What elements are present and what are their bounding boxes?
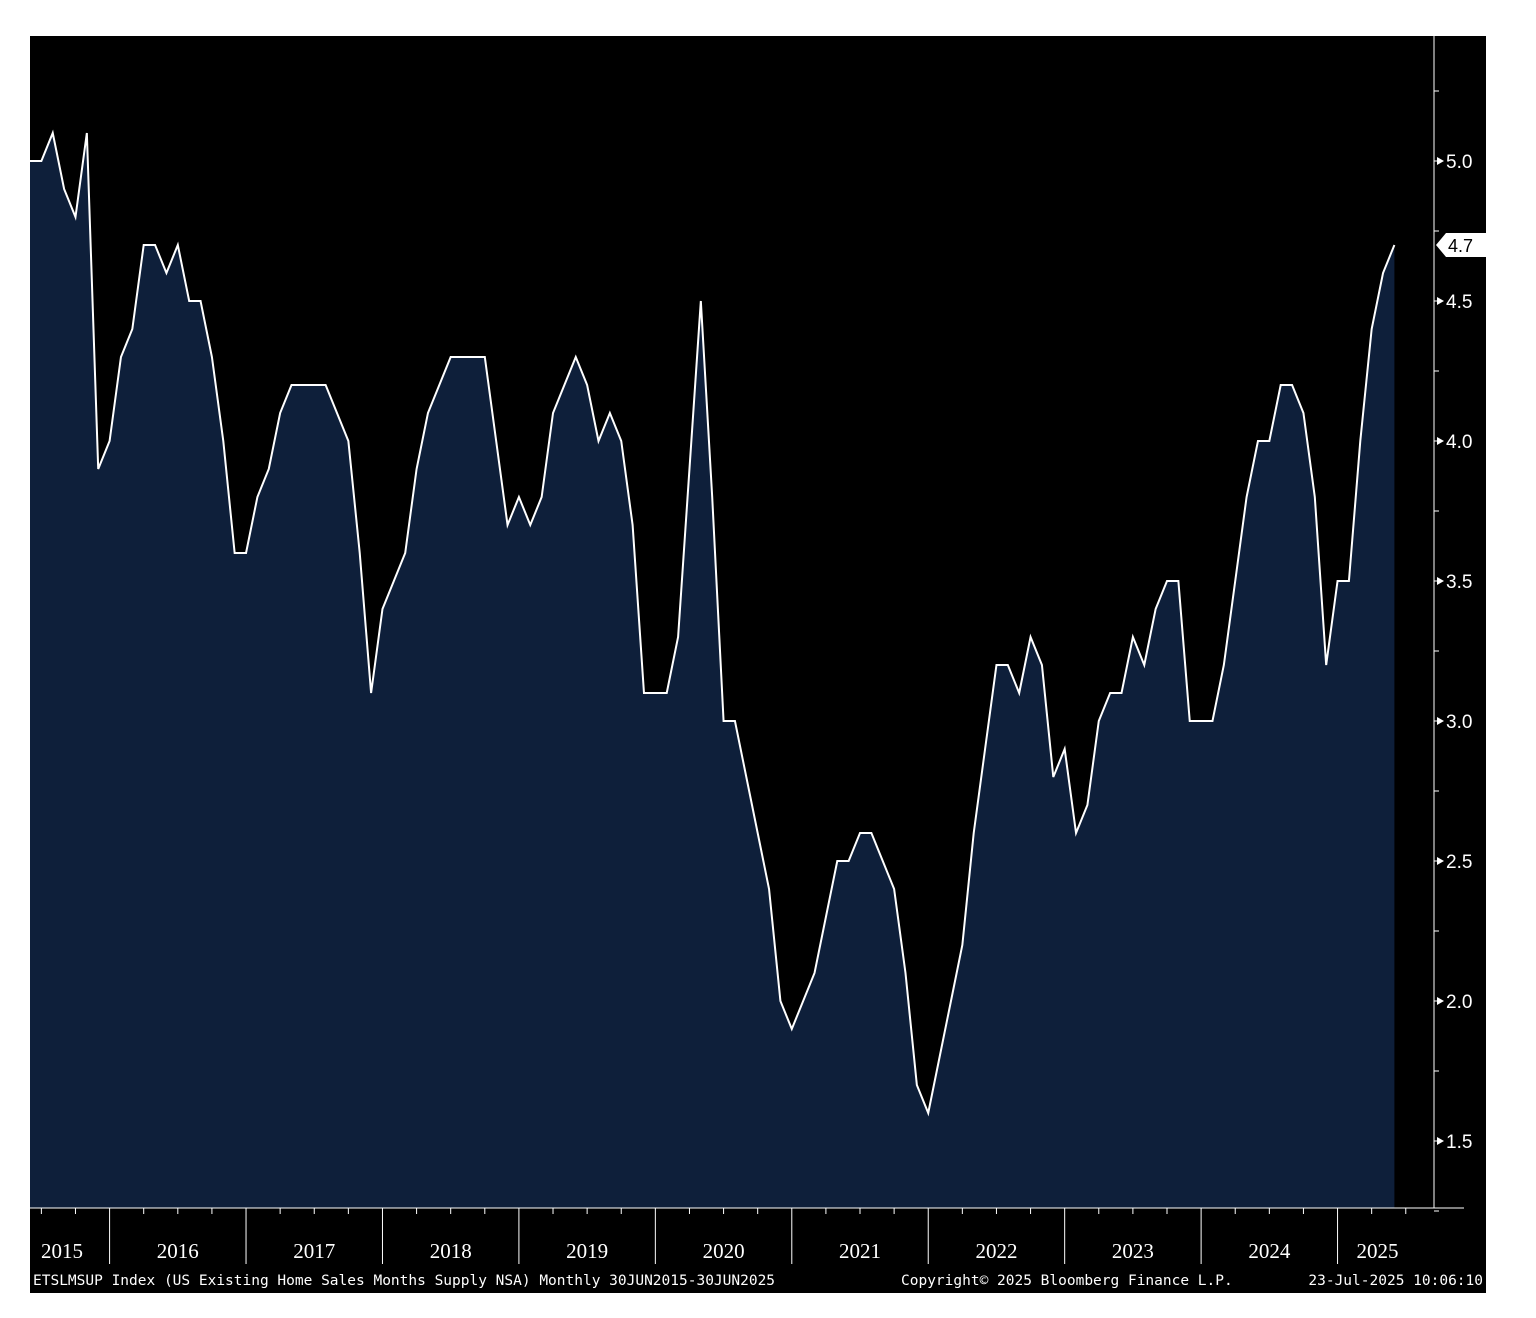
last-value-label: 4.7 bbox=[1448, 236, 1473, 256]
x-tick-label: 2025 bbox=[1357, 1239, 1399, 1263]
footer-timestamp: 23-Jul-2025 10:06:10 bbox=[1308, 1273, 1483, 1289]
footer-copyright: Copyright© 2025 Bloomberg Finance L.P. bbox=[901, 1273, 1233, 1289]
y-tick-label: 1.5 bbox=[1446, 1132, 1472, 1153]
area-layer bbox=[30, 129, 1396, 1208]
y-axis: 1.5 2.0 2.5 3.0 3.5 4.0 4.5 5.0 bbox=[1433, 36, 1472, 1212]
footer-description: ETSLMSUP Index (US Existing Home Sales M… bbox=[33, 1273, 775, 1289]
series-line bbox=[30, 129, 1396, 1117]
x-tick-label: 2024 bbox=[1248, 1239, 1291, 1263]
x-tick-label: 2018 bbox=[430, 1239, 472, 1263]
y-tick-marker bbox=[1437, 997, 1444, 1005]
y-tick-label: 4.0 bbox=[1446, 432, 1472, 453]
y-tick-marker bbox=[1437, 857, 1444, 865]
x-axis: 2015 2016 2017 2018 2019 2020 2021 2022 2023 2024… bbox=[30, 1207, 1464, 1264]
x-tick-label: 2016 bbox=[157, 1239, 199, 1263]
chart-frame: 1.5 2.0 2.5 3.0 3.5 4.0 4.5 5.0 2015 2016 2017 201… bbox=[30, 36, 1486, 1293]
x-tick-label: 2020 bbox=[703, 1239, 745, 1263]
y-tick-label: 4.5 bbox=[1446, 292, 1472, 313]
x-tick-label: 2017 bbox=[293, 1239, 335, 1263]
x-tick-label: 2022 bbox=[975, 1239, 1017, 1263]
y-tick-marker bbox=[1437, 157, 1444, 165]
chart-svg: 1.52.02.53.03.54.04.55.0 2015 2016 2017 201… bbox=[30, 36, 1486, 1289]
y-tick-marker bbox=[1437, 437, 1444, 445]
y-tick-label: 5.0 bbox=[1446, 152, 1472, 173]
y-tick-marker bbox=[1437, 577, 1444, 585]
y-tick-label: 3.0 bbox=[1446, 712, 1472, 733]
footer: ETSLMSUP Index (US Existing Home Sales M… bbox=[33, 1273, 1483, 1289]
y-tick-label: 3.5 bbox=[1446, 572, 1472, 593]
last-value-marker: 4.7 bbox=[1436, 233, 1486, 257]
x-tick-label: 2015 bbox=[41, 1239, 83, 1263]
y-tick-marker bbox=[1437, 717, 1444, 725]
y-tick-marker bbox=[1437, 297, 1444, 305]
y-tick-marker bbox=[1437, 1137, 1444, 1145]
y-tick-label: 2.5 bbox=[1446, 852, 1472, 873]
y-tick-label: 2.0 bbox=[1446, 992, 1472, 1013]
last-value-flag bbox=[1436, 233, 1486, 257]
series-area bbox=[30, 133, 1395, 1208]
x-tick-label: 2021 bbox=[839, 1239, 881, 1263]
x-tick-label: 2023 bbox=[1112, 1239, 1154, 1263]
x-tick-label: 2019 bbox=[566, 1239, 608, 1263]
